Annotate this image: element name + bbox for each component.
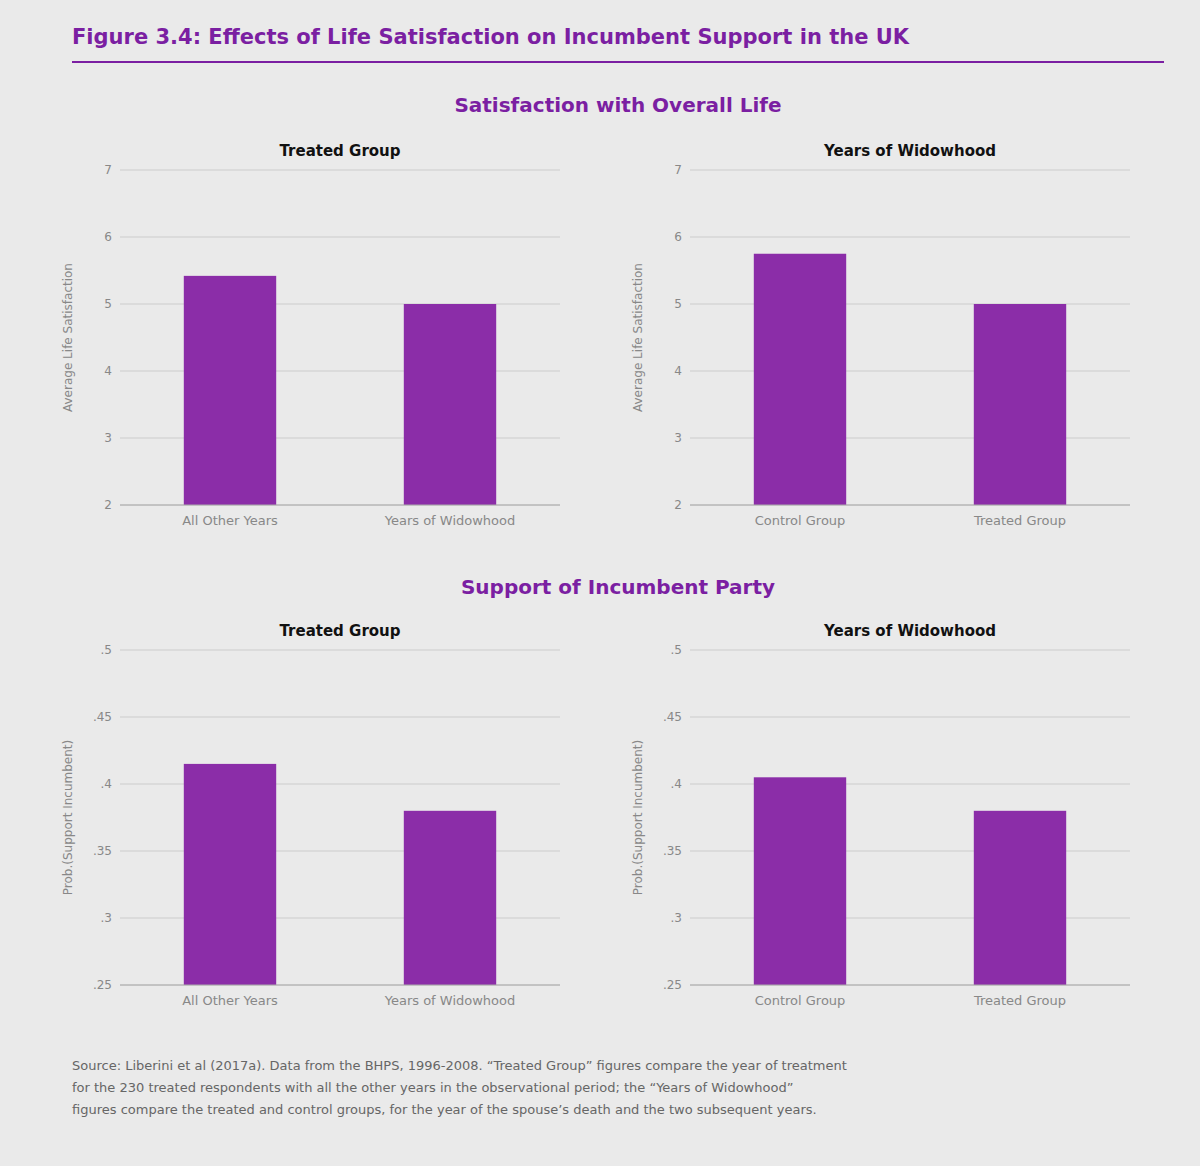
grid-line	[690, 717, 1130, 718]
chart: Years of Widowhood 2 3 4 5 6 7 Average Life Sat…	[631, 142, 1130, 528]
y-tick-label: 4	[104, 364, 112, 378]
source-line: for the 230 treated respondents with all…	[72, 1080, 793, 1095]
y-tick-label: 4	[674, 364, 682, 378]
y-tick-label: 3	[104, 431, 112, 445]
background	[0, 0, 1200, 1166]
chart: Treated Group 2 3 4 5 6 7 Average Life Satisfac…	[61, 142, 560, 528]
y-tick-label: .4	[671, 777, 682, 791]
chart-title: Years of Widowhood	[823, 622, 996, 640]
y-tick-label: .3	[101, 911, 112, 925]
y-tick-label: .5	[671, 643, 682, 657]
figure: Figure 3.4: Effects of Life Satisfaction…	[0, 0, 1200, 1166]
bar	[404, 811, 496, 985]
y-tick-label: 6	[674, 230, 682, 244]
grid-line	[120, 237, 560, 238]
x-tick-label: Years of Widowhood	[384, 993, 516, 1008]
y-axis-label: Prob.(Support Incumbent)	[631, 740, 645, 895]
source-line: figures compare the treated and control …	[72, 1102, 817, 1117]
grid-line	[120, 170, 560, 171]
bars	[184, 276, 496, 505]
grid-line	[690, 650, 1130, 651]
y-tick-label: .3	[671, 911, 682, 925]
y-axis-label: Prob.(Support Incumbent)	[61, 740, 75, 895]
y-axis-label: Average Life Satisfaction	[61, 263, 75, 412]
chart: Years of Widowhood .25 .3 .35 .4 .45 .5 Prob.(S…	[631, 622, 1130, 1008]
bar	[404, 304, 496, 505]
y-tick-label: 7	[104, 163, 112, 177]
y-tick-label: .45	[93, 710, 112, 724]
y-tick-label: 6	[104, 230, 112, 244]
section-title: Support of Incumbent Party	[461, 575, 775, 599]
x-tick-label: Treated Group	[973, 993, 1066, 1008]
grid-line	[690, 237, 1130, 238]
bars	[754, 254, 1066, 505]
bar	[184, 276, 276, 505]
y-tick-label: .45	[663, 710, 682, 724]
source-text: Source: Liberini et al (2017a). Data fro…	[72, 1058, 847, 1117]
bar	[754, 254, 846, 505]
grid-line	[690, 985, 1130, 986]
x-tick-label: Control Group	[755, 993, 846, 1008]
x-axis-line	[690, 505, 1130, 506]
y-tick-label: .25	[663, 978, 682, 992]
chart-title: Years of Widowhood	[823, 142, 996, 160]
y-tick-label: .4	[101, 777, 112, 791]
x-axis-line	[120, 985, 560, 986]
title-rule	[72, 61, 1164, 63]
y-tick-label: .25	[93, 978, 112, 992]
chart-title: Treated Group	[279, 622, 400, 640]
y-tick-label: 7	[674, 163, 682, 177]
bar	[974, 811, 1066, 985]
bar	[184, 764, 276, 985]
x-axis-line	[120, 505, 560, 506]
bars	[184, 764, 496, 985]
x-tick-label: Treated Group	[973, 513, 1066, 528]
grid-line	[690, 505, 1130, 506]
y-tick-label: 2	[104, 498, 112, 512]
y-tick-label: 5	[104, 297, 112, 311]
source-line: Source: Liberini et al (2017a). Data fro…	[72, 1058, 847, 1073]
y-tick-label: 2	[674, 498, 682, 512]
chart-title: Treated Group	[279, 142, 400, 160]
grid-line	[690, 170, 1130, 171]
x-tick-label: All Other Years	[182, 993, 278, 1008]
grid-line	[120, 650, 560, 651]
y-tick-label: 5	[674, 297, 682, 311]
x-tick-label: All Other Years	[182, 513, 278, 528]
y-tick-label: 3	[674, 431, 682, 445]
bar	[754, 777, 846, 985]
y-axis-label: Average Life Satisfaction	[631, 263, 645, 412]
section-title: Satisfaction with Overall Life	[454, 93, 781, 117]
x-tick-label: Control Group	[755, 513, 846, 528]
x-axis-line	[690, 985, 1130, 986]
y-tick-label: .5	[101, 643, 112, 657]
y-tick-label: .35	[93, 844, 112, 858]
chart: Treated Group .25 .3 .35 .4 .45 .5 Prob.(Suppor…	[61, 622, 560, 1008]
figure-title: Figure 3.4: Effects of Life Satisfaction…	[72, 25, 910, 49]
bar	[974, 304, 1066, 505]
grid-line	[120, 717, 560, 718]
grid-line	[120, 985, 560, 986]
x-tick-label: Years of Widowhood	[384, 513, 516, 528]
grid-line	[120, 505, 560, 506]
bars	[754, 777, 1066, 985]
y-tick-label: .35	[663, 844, 682, 858]
